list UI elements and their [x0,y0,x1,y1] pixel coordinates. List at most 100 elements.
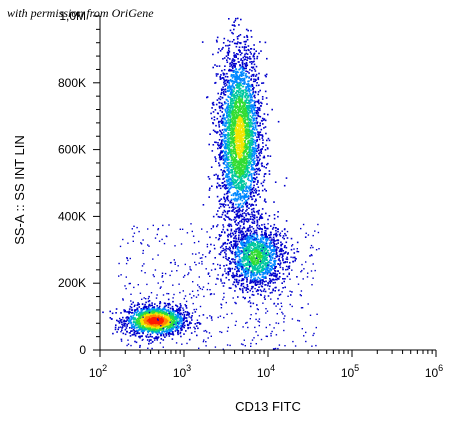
event-dot [236,213,238,216]
event-dot [145,311,147,313]
event-dot [252,164,254,166]
event-dot [152,314,155,316]
event-dot [123,322,125,325]
event-dot [251,137,254,140]
event-dot [156,313,158,316]
event-dot [264,198,266,201]
event-dot [235,285,237,288]
event-dot [241,169,244,172]
event-dot [169,329,172,331]
event-dot [254,78,257,81]
event-dot [237,109,239,111]
event-dot [252,222,254,224]
event-dot [250,101,252,104]
event-dot [152,324,155,327]
event-dot [240,146,242,148]
event-dot [182,309,185,311]
event-dot [247,161,249,164]
event-dot [258,107,261,110]
event-dot [238,117,241,120]
event-dot [222,88,225,91]
event-dot [251,134,254,136]
event-dot [240,220,243,222]
event-dot [267,227,269,230]
event-dot [226,165,228,167]
event-dot [245,118,247,121]
event-dot [134,317,136,319]
event-dot [234,122,237,124]
event-dot [145,322,147,325]
event-dot [246,147,248,150]
event-dot [231,113,233,116]
event-dot [244,137,247,139]
event-dot [160,309,163,312]
event-dot [234,99,236,102]
event-dot [234,184,236,187]
event-dot [233,69,236,72]
event-dot [158,331,160,333]
event-dot [236,164,238,167]
event-dot [251,108,253,111]
event-dot [124,310,126,313]
event-dot [174,326,176,329]
event-dot [154,325,157,328]
event-dot [250,175,253,177]
event-dot [265,265,267,268]
event-dot [236,38,239,40]
event-dot [246,162,248,164]
event-dot [232,118,235,121]
event-dot [245,86,247,88]
event-dot [140,329,142,331]
event-dot [160,332,162,335]
event-dot [254,171,257,173]
event-dot [249,157,251,159]
event-dot [229,112,231,115]
event-dot [172,331,174,333]
event-dot [250,183,252,185]
event-dot [226,141,229,143]
event-dot [223,151,226,153]
event-dot [126,323,128,326]
event-dot [227,199,230,202]
event-dot [246,111,249,113]
event-dot [179,317,181,320]
event-dot [249,100,251,102]
event-dot [131,316,133,319]
event-dot [165,325,168,328]
event-dot [114,326,117,329]
event-dot [255,148,258,150]
event-dot [240,166,243,169]
event-dot [228,206,231,209]
event-dot [241,199,244,202]
event-dot [229,164,232,166]
event-dot [255,163,258,165]
event-dot [258,169,261,172]
event-dot [222,115,225,118]
event-dot [232,105,235,107]
event-dot [248,143,251,145]
event-dot [243,55,246,58]
event-dot [156,324,158,326]
event-dot [227,210,230,212]
event-dot [245,130,248,133]
event-dot [149,325,152,327]
event-dot [247,109,249,112]
event-dot [194,327,196,330]
event-dot [264,41,267,44]
event-dot [248,134,251,137]
event-dot [220,216,223,218]
event-dot [245,194,247,197]
event-dot [172,313,175,315]
event-dot [236,120,239,123]
event-dot [245,111,247,113]
event-dot [212,53,214,56]
event-dot [245,104,248,107]
event-dot [258,84,260,87]
event-dot [259,227,261,229]
event-dot [223,73,226,75]
event-dot [257,133,259,135]
event-dot [267,162,269,165]
event-dot [255,50,257,52]
event-dot [137,330,139,332]
event-dot [252,127,255,129]
